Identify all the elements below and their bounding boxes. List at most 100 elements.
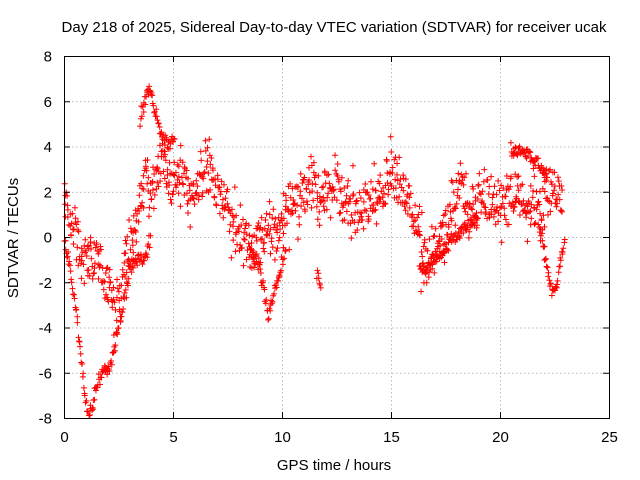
data-point-marker (136, 182, 143, 189)
data-point-marker (143, 251, 150, 258)
data-point-marker (280, 230, 287, 237)
x-tick-label: 20 (492, 429, 509, 446)
data-point-marker (168, 200, 175, 207)
data-point-marker (106, 266, 113, 273)
data-point-marker (406, 182, 413, 189)
data-point-marker (257, 265, 264, 272)
data-point-marker (304, 201, 311, 208)
data-point-marker (453, 200, 460, 207)
data-point-marker (470, 201, 477, 208)
data-point-marker (108, 361, 115, 368)
data-point-marker (233, 212, 240, 219)
data-point-marker (199, 193, 206, 200)
data-point-marker (206, 136, 213, 143)
data-point-marker (561, 236, 568, 243)
data-point-marker (490, 213, 497, 220)
data-point-marker (370, 201, 377, 208)
data-point-marker (320, 183, 327, 190)
data-point-marker (154, 117, 161, 124)
data-point-marker (295, 184, 302, 191)
data-point-marker (382, 200, 389, 207)
data-point-marker (312, 172, 319, 179)
data-point-marker (291, 201, 298, 208)
data-point-marker (376, 198, 383, 205)
data-point-marker (450, 189, 457, 196)
data-point-marker (456, 194, 463, 201)
y-tick-label: 4 (44, 139, 52, 156)
data-point-marker (225, 204, 232, 211)
data-point-marker (501, 212, 508, 219)
data-point-marker (175, 163, 182, 170)
data-point-marker (253, 258, 260, 265)
data-point-marker (160, 168, 167, 175)
data-point-marker (308, 204, 315, 211)
data-point-marker (281, 255, 288, 262)
data-point-marker (433, 258, 440, 265)
data-point-marker (146, 83, 153, 90)
data-point-marker (425, 274, 432, 281)
data-point-marker (347, 195, 354, 202)
data-point-marker (466, 228, 473, 235)
data-point-marker (299, 179, 306, 186)
data-point-marker (143, 167, 150, 174)
data-point-marker (535, 155, 542, 162)
data-point-marker (219, 196, 226, 203)
data-point-marker (91, 265, 98, 272)
data-point-marker (474, 215, 481, 222)
data-point-marker (226, 228, 233, 235)
data-point-marker (384, 179, 391, 186)
data-point-marker (140, 204, 147, 211)
data-point-marker (273, 284, 280, 291)
data-point-marker (269, 244, 276, 251)
data-point-marker (394, 177, 401, 184)
data-point-marker (103, 265, 110, 272)
data-point-marker (548, 292, 555, 299)
data-point-marker (396, 193, 403, 200)
data-point-marker (64, 192, 71, 199)
x-tick-label: 5 (169, 429, 177, 446)
data-point-marker (357, 195, 364, 202)
data-point-marker (153, 113, 160, 120)
data-point-marker (229, 206, 236, 213)
data-point-marker (344, 183, 351, 190)
data-point-marker (421, 236, 428, 243)
data-point-marker (520, 197, 527, 204)
x-tick-label: 15 (383, 429, 400, 446)
data-point-marker (267, 307, 274, 314)
data-point-marker (472, 197, 479, 204)
data-point-marker (258, 214, 265, 221)
data-point-marker (78, 257, 85, 264)
data-point-marker (151, 170, 158, 177)
data-point-marker (481, 166, 488, 173)
data-point-marker (90, 406, 97, 413)
data-point-marker (145, 174, 152, 181)
data-point-marker (558, 182, 565, 189)
data-point-marker (75, 334, 82, 341)
data-point-marker (310, 197, 317, 204)
data-point-marker (305, 179, 312, 186)
data-point-marker (198, 157, 205, 164)
data-point-marker (263, 231, 270, 238)
data-point-marker (266, 211, 273, 218)
data-point-marker (436, 233, 443, 240)
data-point-marker (394, 171, 401, 178)
data-point-marker (74, 313, 81, 320)
data-point-marker (248, 240, 255, 247)
data-point-marker (282, 192, 289, 199)
data-point-marker (64, 254, 71, 261)
data-point-marker (415, 211, 422, 218)
data-point-marker (318, 197, 325, 204)
data-point-marker (337, 188, 344, 195)
data-point-marker (310, 159, 317, 166)
data-point-marker (537, 210, 544, 217)
data-point-marker (107, 279, 114, 286)
data-point-marker (476, 170, 483, 177)
data-point-marker (274, 229, 281, 236)
data-point-marker (149, 178, 156, 185)
data-point-marker (267, 250, 274, 257)
data-point-marker (418, 209, 425, 216)
data-point-marker (98, 374, 105, 381)
data-point-marker (495, 218, 502, 225)
data-point-marker (108, 287, 115, 294)
